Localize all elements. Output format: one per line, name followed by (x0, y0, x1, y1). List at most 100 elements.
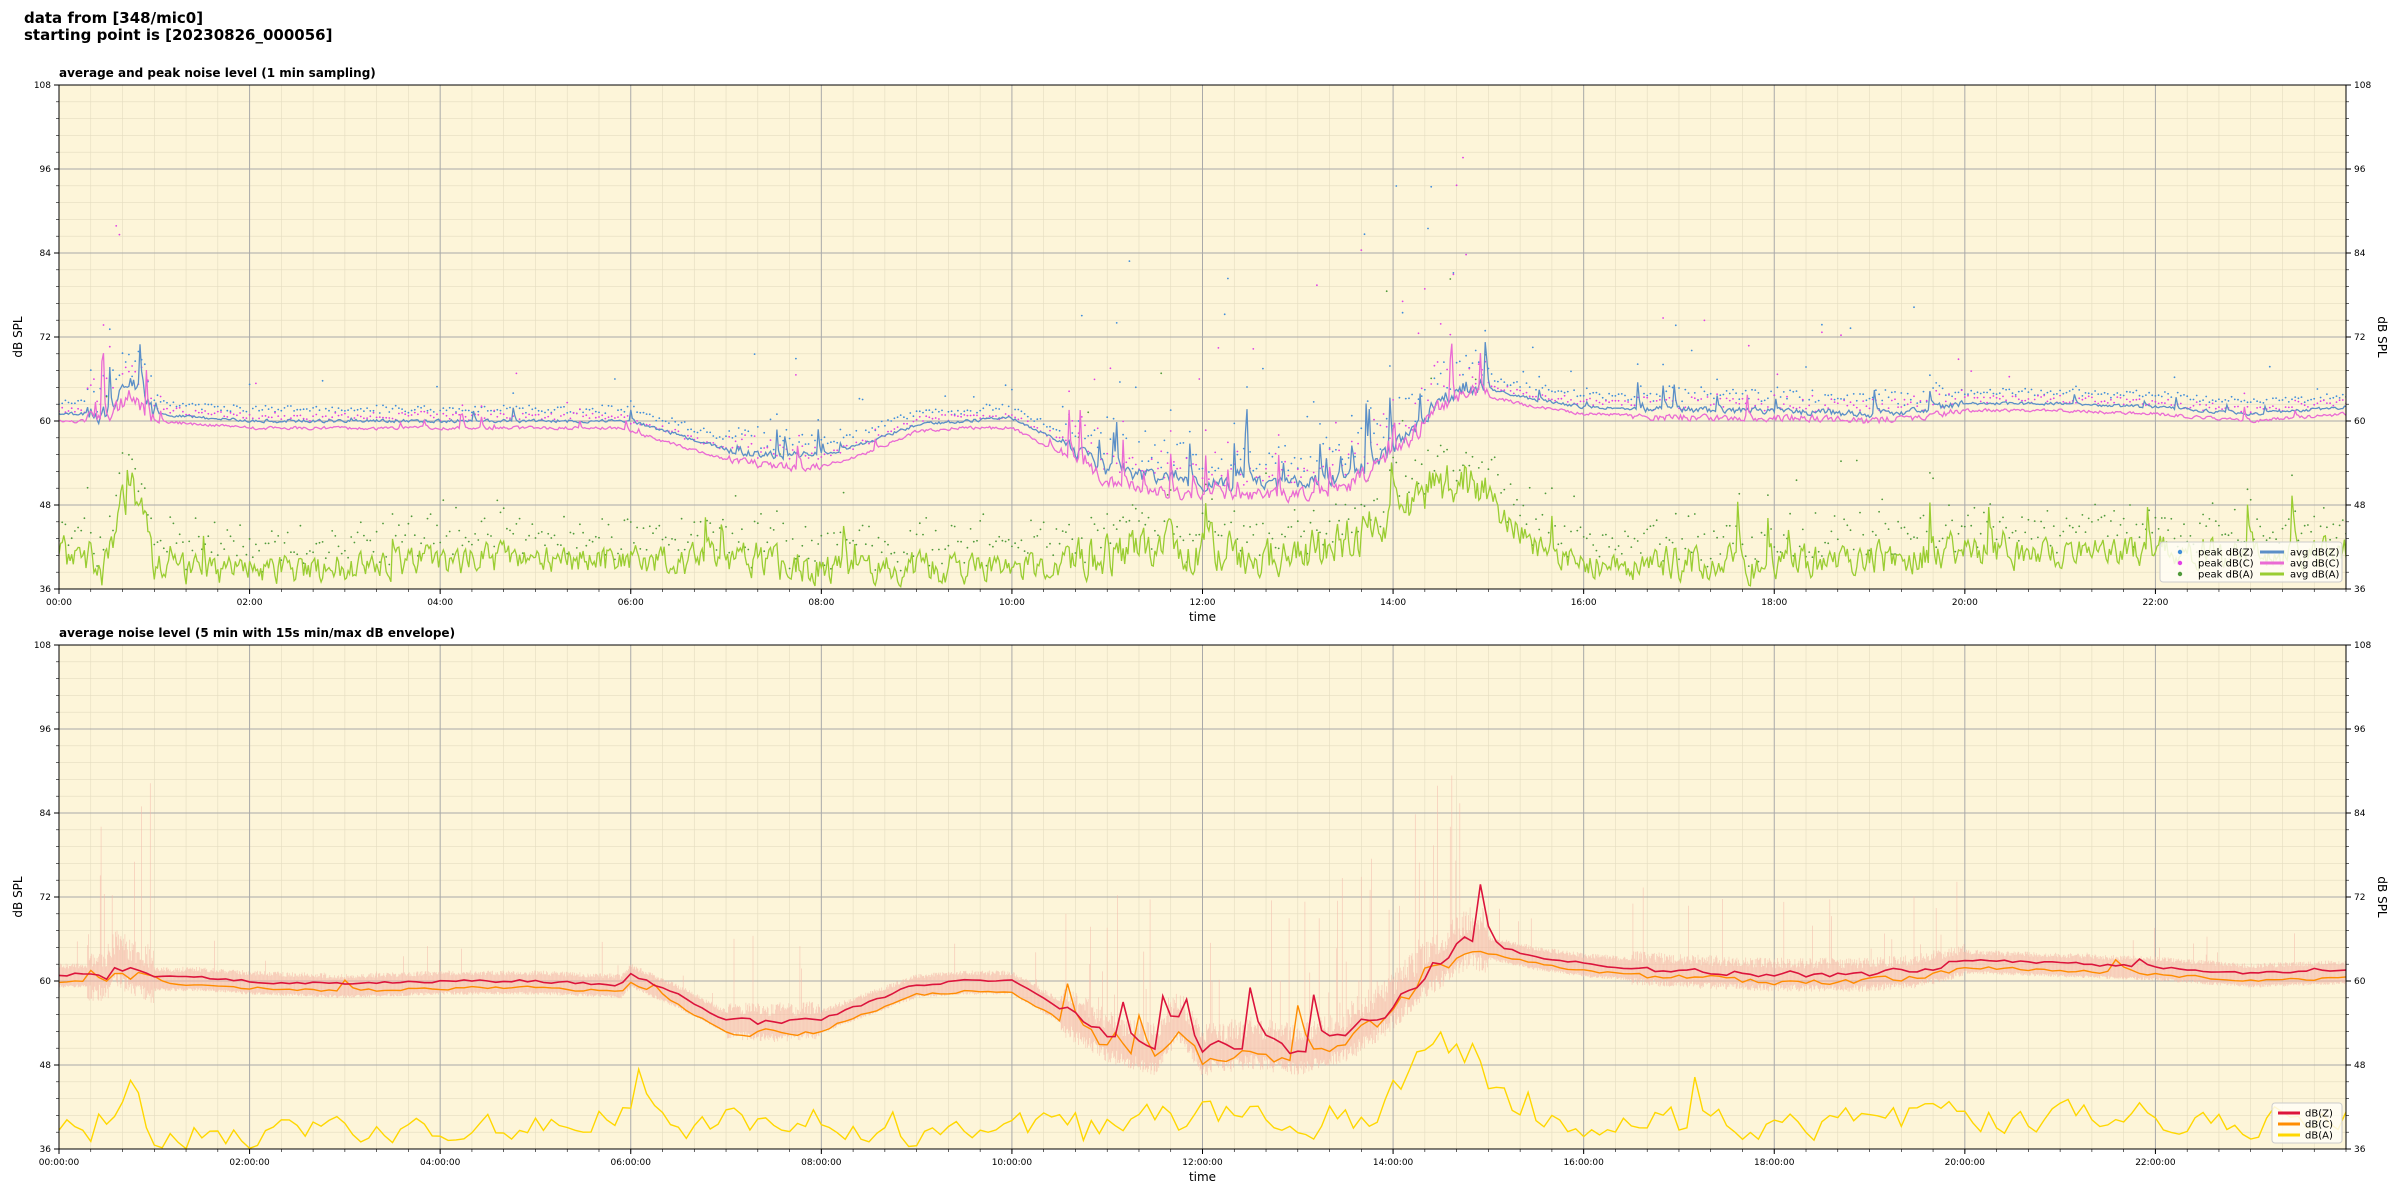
peak-point (728, 435, 731, 438)
peak-point (2116, 534, 2119, 537)
peak-point (286, 405, 289, 407)
peak-point (1868, 407, 1871, 410)
peak-point (1417, 332, 1420, 335)
peak-point (1995, 396, 1998, 399)
peak-point (1293, 456, 1296, 459)
peak-point (2272, 397, 2274, 400)
peak-point (2052, 397, 2055, 400)
peak-point (1211, 473, 1213, 476)
peak-point (960, 413, 962, 415)
peak-point (1106, 452, 1109, 455)
peak-point (216, 405, 219, 408)
peak-point (1684, 406, 1687, 409)
peak-point (321, 415, 324, 418)
peak-point (1830, 393, 1833, 396)
peak-point (432, 542, 435, 545)
peak-point (1535, 395, 1537, 398)
peak-point (2319, 400, 2322, 403)
peak-point (718, 527, 721, 529)
peak-point (1811, 389, 1814, 392)
peak-point (2037, 536, 2039, 539)
peak-point (2122, 394, 2125, 397)
peak-point (744, 434, 746, 436)
peak-point (1169, 409, 1172, 411)
peak-point (2110, 396, 2112, 399)
peak-point (302, 562, 305, 564)
peak-point (2202, 399, 2205, 401)
peak-point (423, 410, 426, 413)
peak-point (845, 434, 848, 437)
peak-point (887, 419, 889, 421)
ytick-label: 36 (40, 585, 52, 595)
peak-point (1201, 477, 1204, 480)
peak-point (1776, 550, 1779, 553)
peak-point (1131, 467, 1134, 470)
peak-point (312, 415, 314, 418)
peak-point (817, 419, 820, 421)
peak-point (67, 544, 70, 547)
peak-point (807, 557, 810, 560)
peak-point (2132, 391, 2135, 394)
peak-point (239, 524, 242, 526)
peak-point (995, 407, 997, 410)
peak-point (458, 413, 461, 416)
peak-point (598, 536, 600, 539)
peak-point (1538, 398, 1541, 401)
peak-point (89, 384, 92, 386)
peak-point (1462, 373, 1464, 376)
peak-point (340, 414, 343, 416)
peak-point (1986, 391, 1988, 394)
peak-point (1281, 533, 1283, 536)
peak-point (1395, 461, 1398, 464)
peak-point (966, 546, 969, 549)
peak-point (1138, 520, 1140, 522)
peak-point (2014, 530, 2017, 532)
peak-point (1551, 390, 1553, 393)
peak-point (2113, 401, 2116, 404)
peak-point (928, 409, 931, 411)
peak-point (1824, 541, 1826, 544)
peak-point (1084, 561, 1086, 564)
peak-point (1290, 462, 1293, 465)
legend-marker (2177, 560, 2183, 566)
peak-point (1973, 506, 1976, 509)
peak-point (1859, 409, 1861, 412)
peak-point (639, 548, 642, 550)
peak-point (1798, 396, 1801, 398)
peak-point (2046, 510, 2049, 512)
peak-point (2033, 520, 2036, 522)
peak-point (1786, 397, 1788, 400)
peak-point (779, 444, 781, 446)
peak-point (1217, 534, 1220, 537)
peak-point (963, 561, 966, 564)
peak-point (496, 408, 499, 411)
peak-point (626, 518, 629, 521)
peak-point (1605, 399, 1607, 402)
peak-point (455, 412, 457, 415)
peak-point (372, 550, 375, 553)
peak-point (96, 565, 98, 567)
peak-point (1347, 453, 1350, 456)
peak-point (2253, 398, 2255, 400)
peak-point (1125, 521, 1128, 523)
peak-point (1106, 416, 1109, 419)
peak-point (2014, 394, 2017, 396)
peak-point (1080, 416, 1083, 418)
peak-point (166, 407, 168, 410)
peak-point (1865, 399, 1868, 402)
peak-point (1716, 393, 1718, 396)
peak-point (318, 409, 321, 412)
series-line (59, 342, 2346, 493)
peak-point (1500, 378, 1502, 381)
peak-point (1728, 392, 1731, 395)
peak-point (1516, 381, 1518, 383)
peak-point (1973, 396, 1976, 399)
peak-point (976, 539, 978, 542)
peak-point (264, 542, 267, 545)
peak-point (1331, 541, 1334, 543)
peak-point (1859, 393, 1861, 395)
peak-point (178, 406, 181, 409)
peak-point (569, 417, 572, 420)
peak-point (2065, 517, 2068, 520)
peak-point (1728, 399, 1731, 402)
